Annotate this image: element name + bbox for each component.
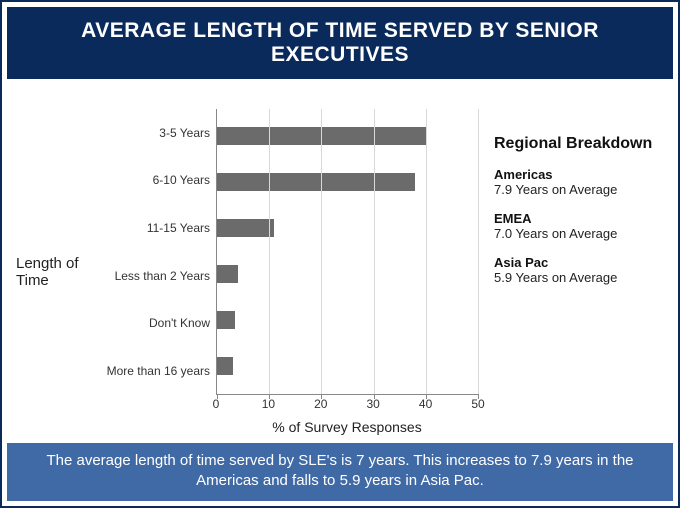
region-item: EMEA7.0 Years on Average	[494, 211, 660, 241]
category-label: More than 16 years	[106, 364, 210, 378]
region-value: 5.9 Years on Average	[494, 270, 660, 285]
y-axis-label-wrap: Length of Time	[16, 109, 98, 435]
bar-row	[217, 265, 478, 283]
category-label: 3-5 Years	[106, 126, 210, 140]
category-label: 11-15 Years	[106, 221, 210, 235]
x-tick-label: 10	[262, 397, 275, 411]
bar	[217, 311, 235, 329]
gridline	[321, 109, 322, 394]
gridline	[269, 109, 270, 394]
bar-row	[217, 357, 478, 375]
bar-row	[217, 173, 478, 191]
category-label: Less than 2 Years	[106, 269, 210, 283]
bars-container	[217, 109, 478, 394]
slide-frame: AVERAGE LENGTH OF TIME SERVED BY SENIOR …	[0, 0, 680, 508]
x-tick-label: 0	[213, 397, 220, 411]
regional-list: Americas7.9 Years on Average EMEA7.0 Year…	[494, 167, 660, 285]
y-axis-label: Length of Time	[16, 255, 98, 289]
region-name: EMEA	[494, 211, 660, 226]
bar	[217, 173, 415, 191]
x-axis-label: % of Survey Responses	[216, 419, 478, 435]
region-name: Asia Pac	[494, 255, 660, 270]
slide-body: Length of Time 3-5 Years 6-10 Years 11-15 …	[2, 79, 678, 443]
bar	[217, 219, 274, 237]
title-bar: AVERAGE LENGTH OF TIME SERVED BY SENIOR …	[7, 7, 673, 79]
bar-row	[217, 219, 478, 237]
slide-title: AVERAGE LENGTH OF TIME SERVED BY SENIOR …	[81, 19, 599, 66]
footer-bar: The average length of time served by SLE…	[7, 443, 673, 502]
x-tick-label: 40	[419, 397, 432, 411]
bar	[217, 265, 238, 283]
x-tick-label: 30	[367, 397, 380, 411]
bar-row	[217, 127, 478, 145]
region-value: 7.0 Years on Average	[494, 226, 660, 241]
chart-area: 3-5 Years 6-10 Years 11-15 Years Less than …	[106, 109, 478, 395]
category-labels: 3-5 Years 6-10 Years 11-15 Years Less than …	[106, 109, 216, 395]
region-item: Asia Pac5.9 Years on Average	[494, 255, 660, 285]
gridline	[374, 109, 375, 394]
chart-wrap: 3-5 Years 6-10 Years 11-15 Years Less than …	[106, 109, 478, 435]
regional-panel: Regional Breakdown Americas7.9 Years on …	[486, 109, 664, 435]
x-tick-label: 50	[471, 397, 484, 411]
regional-title: Regional Breakdown	[494, 135, 660, 153]
category-label: 6-10 Years	[106, 173, 210, 187]
region-item: Americas7.9 Years on Average	[494, 167, 660, 197]
bar	[217, 357, 233, 375]
x-tick-label: 20	[314, 397, 327, 411]
plot-area	[216, 109, 478, 395]
region-value: 7.9 Years on Average	[494, 182, 660, 197]
bar-row	[217, 311, 478, 329]
x-tick-labels: 01020304050	[216, 395, 478, 413]
footer-text: The average length of time served by SLE…	[46, 452, 633, 489]
region-name: Americas	[494, 167, 660, 182]
gridline	[426, 109, 427, 394]
category-label: Don't Know	[106, 316, 210, 330]
gridline	[478, 109, 479, 394]
